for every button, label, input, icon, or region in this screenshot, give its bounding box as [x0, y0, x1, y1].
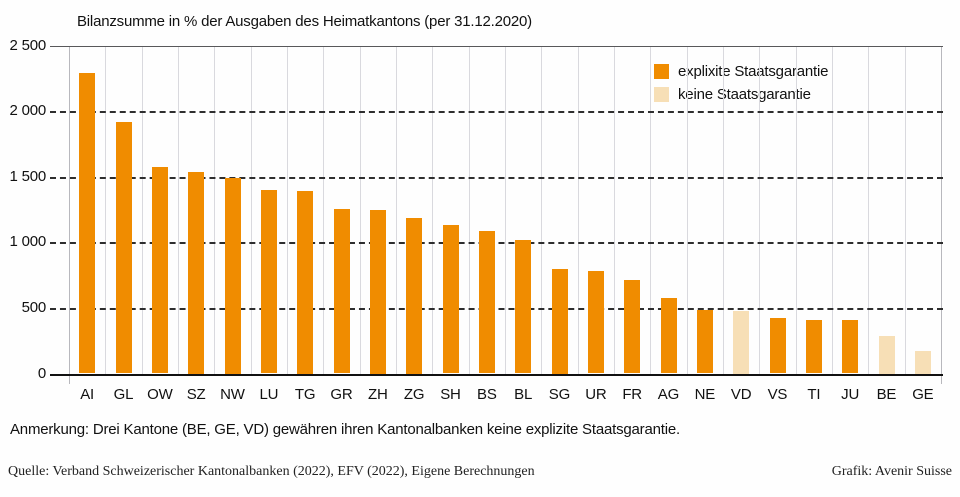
column-gridline: [468, 45, 470, 374]
y-tick-label: 1 500: [9, 167, 46, 185]
column-gridline: [868, 45, 870, 374]
x-tick-label-BE: BE: [876, 386, 897, 403]
column-gridline: [141, 45, 143, 374]
x-tick-label-ZH: ZH: [368, 386, 388, 403]
x-tick-label-VS: VS: [767, 386, 788, 403]
column-gridline: [214, 45, 216, 374]
bar-UR: [587, 271, 604, 374]
bar-VS: [769, 318, 786, 374]
x-tick-label-BS: BS: [477, 386, 497, 403]
x-tick-label-TG: TG: [294, 386, 316, 403]
column-gridline: [723, 45, 724, 374]
source-row: Quelle: Verband Schweizerischer Kantonal…: [8, 464, 952, 480]
column-gridline: [577, 45, 579, 374]
column-gridline: [178, 45, 179, 374]
legend-label-none: keine Staatsgarantie: [678, 86, 811, 103]
y-tick-label: 2 000: [9, 102, 46, 120]
x-tick-label-AG: AG: [657, 386, 680, 403]
bar-AG: [660, 298, 677, 374]
column-gridline: [904, 45, 906, 374]
bar-SH: [442, 225, 459, 374]
x-tick-label-NW: NW: [220, 386, 245, 403]
bar-BS: [478, 231, 495, 374]
bar-VD: [733, 310, 750, 374]
column-gridline: [287, 45, 288, 374]
bar-SG: [551, 268, 568, 374]
legend-swatch-explicit: [654, 64, 669, 79]
bar-ZG: [406, 218, 423, 374]
column-gridline: [105, 45, 107, 374]
bar-LU: [260, 189, 277, 374]
bar-NE: [696, 309, 713, 374]
column-gridline: [505, 45, 506, 374]
bar-BL: [515, 240, 532, 374]
legend-label-explicit: explixite Staatsgarantie: [678, 63, 829, 80]
gridline-1000: [50, 242, 943, 245]
gridline-top: [50, 45, 943, 47]
gridline-2000: [50, 111, 943, 114]
x-tick-label-GR: GR: [330, 386, 353, 403]
chart-title: Bilanzsumme in % der Ausgaben des Heimat…: [77, 13, 532, 30]
bar-FR: [624, 279, 641, 374]
bar-BE: [878, 335, 895, 374]
axis-edge-line: [69, 45, 70, 384]
bar-GE: [914, 350, 931, 374]
legend-swatch-none: [654, 87, 669, 102]
y-tick-label: 2 500: [9, 36, 46, 54]
x-tick-label-SG: SG: [548, 386, 571, 403]
x-tick-label-AI: AI: [80, 386, 95, 403]
chart-footnote: Anmerkung: Drei Kantone (BE, GE, VD) gew…: [10, 421, 680, 438]
column-gridline: [614, 45, 615, 374]
x-tick-label-BL: BL: [514, 386, 533, 403]
x-tick-label-TI: TI: [807, 386, 821, 403]
axis-edge-line: [941, 45, 942, 384]
gridline-1500: [50, 176, 943, 179]
x-tick-label-SH: SH: [440, 386, 461, 403]
bar-NW: [224, 178, 241, 374]
x-tick-label-LU: LU: [259, 386, 279, 403]
column-gridline: [432, 45, 434, 374]
x-tick-label-NE: NE: [694, 386, 716, 403]
x-tick-label-OW: OW: [147, 386, 173, 403]
bar-TG: [297, 190, 314, 374]
column-gridline: [250, 45, 252, 374]
bar-SZ: [188, 171, 205, 374]
column-gridline: [832, 45, 833, 374]
legend: explixite Staatsgarantie keine Staatsgar…: [654, 60, 828, 106]
column-gridline: [650, 45, 652, 374]
x-tick-label-VD: VD: [730, 386, 752, 403]
column-gridline: [795, 45, 797, 374]
legend-item-no-guarantee: keine Staatsgarantie: [654, 83, 828, 106]
bar-TI: [805, 319, 822, 374]
column-gridline: [359, 45, 361, 374]
column-gridline: [323, 45, 325, 374]
x-tick-label-UR: UR: [585, 386, 607, 403]
bar-AI: [79, 73, 96, 374]
x-tick-label-ZG: ZG: [403, 386, 425, 403]
x-tick-label-GL: GL: [113, 386, 134, 403]
x-tick-label-SZ: SZ: [186, 386, 206, 403]
y-tick-label: 1 000: [9, 233, 46, 251]
legend-item-explicit-guarantee: explixite Staatsgarantie: [654, 60, 828, 83]
column-gridline: [686, 45, 688, 374]
x-axis-baseline: [50, 373, 943, 376]
source-text: Quelle: Verband Schweizerischer Kantonal…: [8, 464, 535, 479]
column-gridline: [396, 45, 397, 374]
x-tick-label-FR: FR: [622, 386, 642, 403]
bar-GR: [333, 208, 350, 374]
bar-OW: [151, 166, 168, 374]
column-gridline: [541, 45, 543, 374]
x-tick-label-JU: JU: [841, 386, 860, 403]
x-tick-label-GE: GE: [912, 386, 934, 403]
bar-JU: [842, 320, 859, 374]
gridline-500: [50, 307, 943, 310]
bar-GL: [115, 122, 132, 374]
y-tick-label: 0: [37, 364, 46, 382]
column-gridline: [759, 45, 761, 374]
credit-text: Grafik: Avenir Suisse: [831, 464, 952, 479]
bar-ZH: [369, 209, 386, 374]
y-tick-label: 500: [21, 298, 47, 316]
